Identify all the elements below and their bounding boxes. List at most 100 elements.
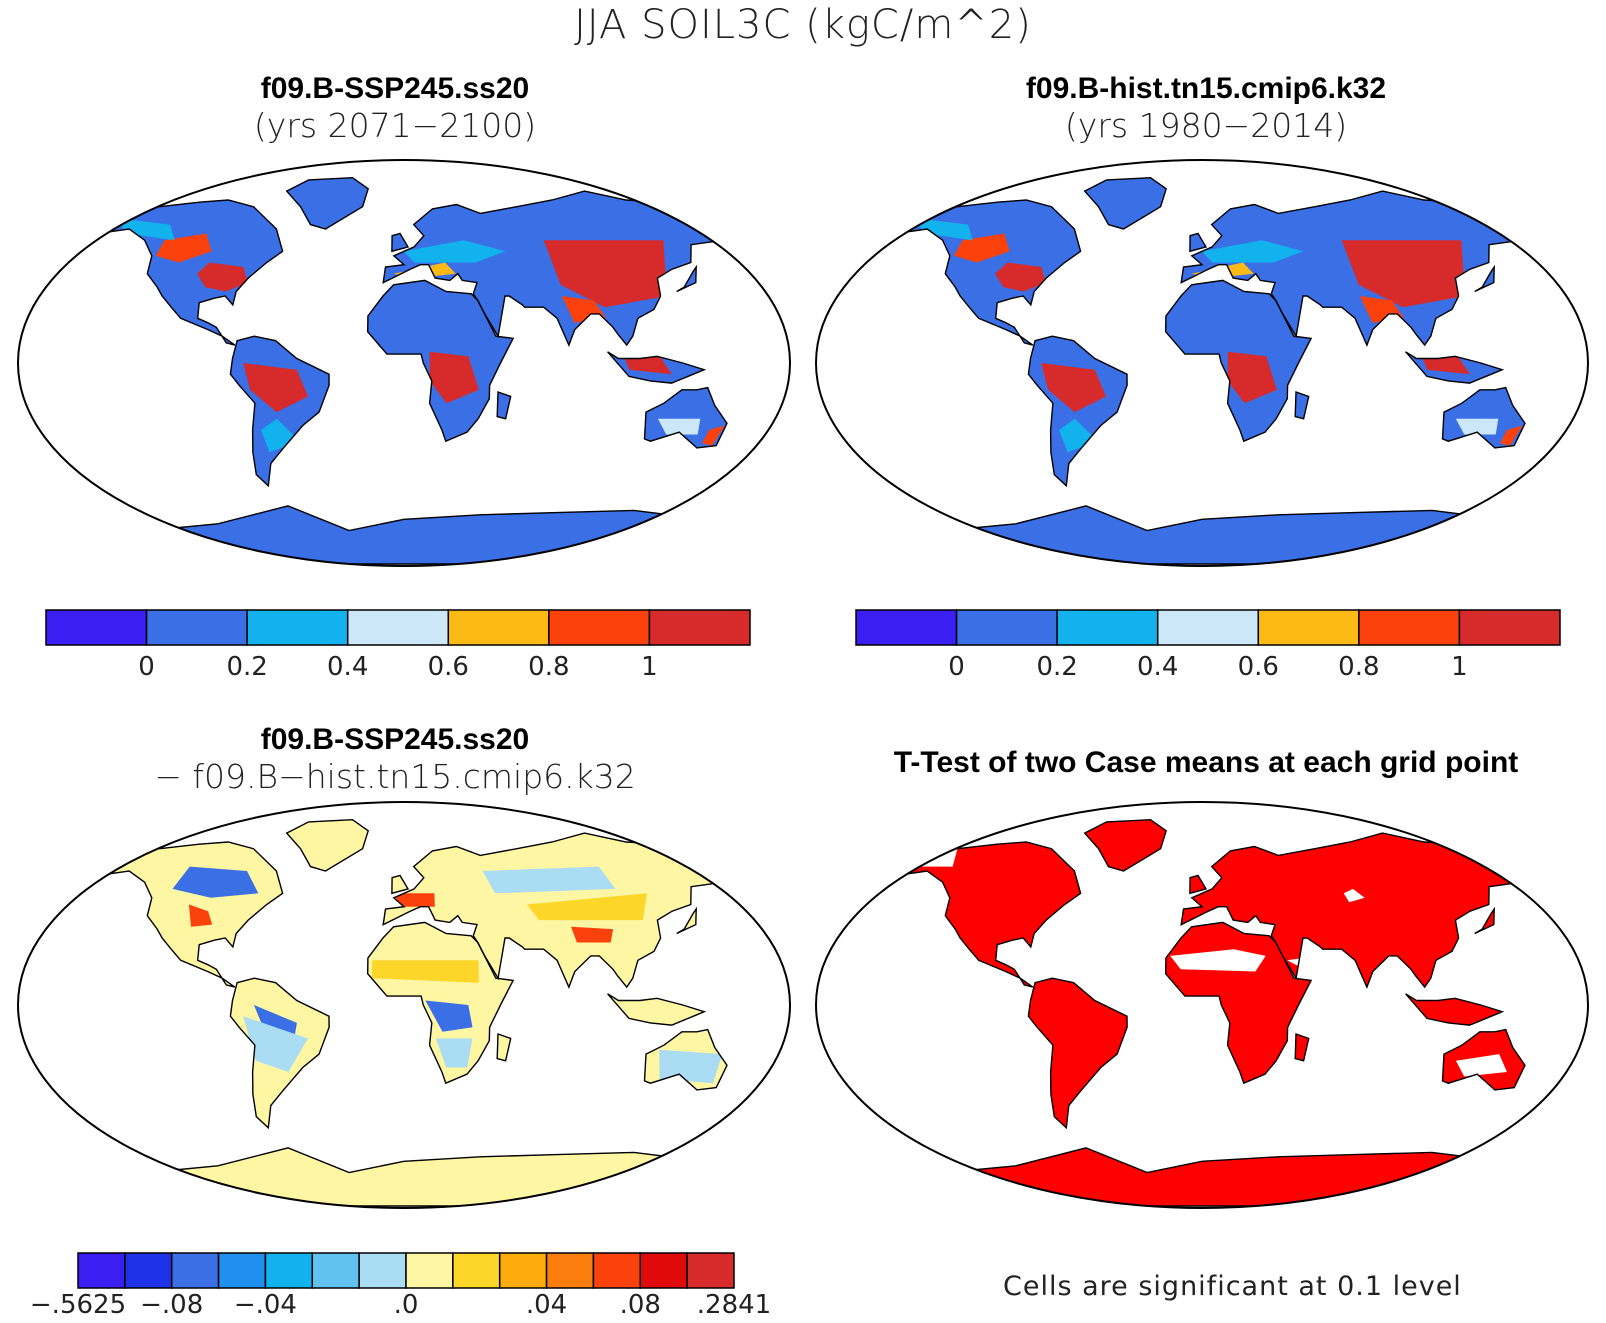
field-region-light <box>482 866 616 894</box>
coastline-uk <box>391 874 410 895</box>
coastline-madagascar <box>1294 391 1310 420</box>
land-northAmerica <box>82 200 283 346</box>
colorbar-difference <box>77 1252 735 1289</box>
colorbar-future <box>45 609 751 646</box>
field-region-neg <box>172 866 259 898</box>
colorbar-future-swatch <box>145 609 248 646</box>
coastline-uk <box>391 232 410 253</box>
coastline-africa <box>366 921 515 1085</box>
land-uk <box>391 875 408 894</box>
map-border <box>17 801 791 1209</box>
field-region-high <box>1227 351 1277 404</box>
coastline-uk <box>1189 232 1208 253</box>
land-greenland <box>286 819 369 871</box>
colorbar-difference-swatch <box>264 1252 314 1289</box>
coastline-northAmerica <box>81 199 284 346</box>
colorbar-difference-swatch <box>639 1252 688 1289</box>
coastline-indonesia <box>1405 993 1505 1026</box>
colorbar-historical-swatch <box>1358 609 1461 646</box>
colorbar-historical-swatch <box>1156 609 1260 646</box>
panel-2-years: (yrs 1980−2014) <box>1064 106 1348 145</box>
land-uk <box>391 233 408 252</box>
coastline-southAmerica <box>229 335 330 488</box>
field-region-mid <box>155 233 212 263</box>
coastline-northAmerica <box>81 841 284 988</box>
colorbar-difference-swatch <box>311 1252 360 1289</box>
colorbar-difference-swatch <box>217 1252 267 1289</box>
colorbar-future-swatch <box>246 609 349 646</box>
colorbar-historical-swatch <box>1458 609 1561 646</box>
colorbar-difference-swatch <box>124 1252 173 1289</box>
land-uk <box>1189 233 1206 252</box>
land-indonesia <box>607 993 705 1026</box>
colorbar-difference-swatch <box>170 1252 220 1289</box>
coastline-eurasia <box>382 190 747 347</box>
colorbar-difference-swatch <box>545 1252 595 1289</box>
colorbar-difference-tick-label: .04 <box>525 1290 568 1320</box>
panel-4-heading: T-Test of two Case means at each grid po… <box>893 746 1519 779</box>
coastline-australia <box>643 386 728 449</box>
coastline-northAmerica <box>879 199 1082 346</box>
field-region-mid <box>953 233 1010 263</box>
colorbar-historical-swatch <box>1056 609 1159 646</box>
colorbar-difference-swatch <box>452 1252 501 1289</box>
colorbar-future-tick-label: 0.4 <box>327 652 369 682</box>
field-region-low <box>404 240 506 263</box>
field-region-high <box>995 262 1046 292</box>
coastline-indonesia <box>607 993 707 1026</box>
field-region-high <box>1041 363 1106 413</box>
coastline-australia <box>643 1028 728 1091</box>
field-region-mid <box>702 425 725 446</box>
colorbar-difference-swatch <box>498 1252 548 1289</box>
field-region-high <box>543 240 667 308</box>
colorbar-historical-swatch <box>955 609 1058 646</box>
colorbar-historical-tick-label: 0.6 <box>1237 652 1279 682</box>
colorbar-future-tick-label: 0.6 <box>427 652 469 682</box>
colorbar-historical-tick-label: 0.2 <box>1036 652 1078 682</box>
land-madagascar <box>497 392 511 419</box>
coastline-madagascar <box>496 1033 512 1062</box>
land-madagascar <box>1295 1034 1309 1061</box>
map-border <box>815 801 1589 1209</box>
colorbar-difference-tick-label: .2841 <box>696 1290 772 1320</box>
coastline-southAmerica <box>1027 977 1128 1130</box>
colorbar-difference-swatch <box>405 1252 454 1289</box>
colorbar-future-tick-label: 0.8 <box>528 652 570 682</box>
coastline-australia <box>1441 386 1526 449</box>
coastline-indonesia <box>1405 351 1505 384</box>
field-region-light <box>243 1016 308 1072</box>
field-region-nonsig <box>1170 949 1266 972</box>
coastline-eurasia <box>1180 190 1545 347</box>
field-region-gold <box>371 960 479 983</box>
colorbar-difference-swatch <box>77 1252 126 1289</box>
coastline-africa <box>1164 921 1313 1085</box>
colorbar-future-swatch <box>648 609 751 646</box>
map-panel-ttest <box>815 801 1589 1209</box>
coastline-southAmerica <box>229 977 330 1130</box>
colorbar-difference-swatch <box>592 1252 642 1289</box>
panel-1-title: f09.B-SSP245.ss20 (yrs 2071−2100) <box>0 72 795 145</box>
coastline-africa <box>1164 279 1313 443</box>
colorbar-difference-tick-label: −.08 <box>140 1290 204 1320</box>
land-madagascar <box>1295 392 1309 419</box>
colorbar-historical <box>855 609 1561 646</box>
land-northAmerica <box>880 842 1081 988</box>
panel-4-title: T-Test of two Case means at each grid po… <box>806 746 1606 780</box>
panel-3-case-name: f09.B-SSP245.ss20 <box>260 723 530 756</box>
colorbar-difference-tick-label: −.5625 <box>29 1290 127 1320</box>
map-panel-future <box>17 159 791 567</box>
colorbar-difference-swatch <box>358 1252 407 1289</box>
land-northAmerica <box>880 200 1081 346</box>
land-greenland <box>286 177 369 229</box>
colorbar-future-tick-label: 1 <box>641 652 658 682</box>
panel-1-case-name: f09.B-SSP245.ss20 <box>260 72 530 105</box>
land-uk <box>1189 875 1206 894</box>
colorbar-difference-tick-label: −.04 <box>233 1290 297 1320</box>
field-region-low <box>115 217 175 241</box>
coastline-greenland <box>285 176 370 230</box>
land-madagascar <box>497 1034 511 1061</box>
map-border <box>17 159 791 567</box>
coastline-japan <box>676 264 697 293</box>
colorbar-historical-swatch <box>1257 609 1360 646</box>
field-region-pos <box>188 904 213 927</box>
